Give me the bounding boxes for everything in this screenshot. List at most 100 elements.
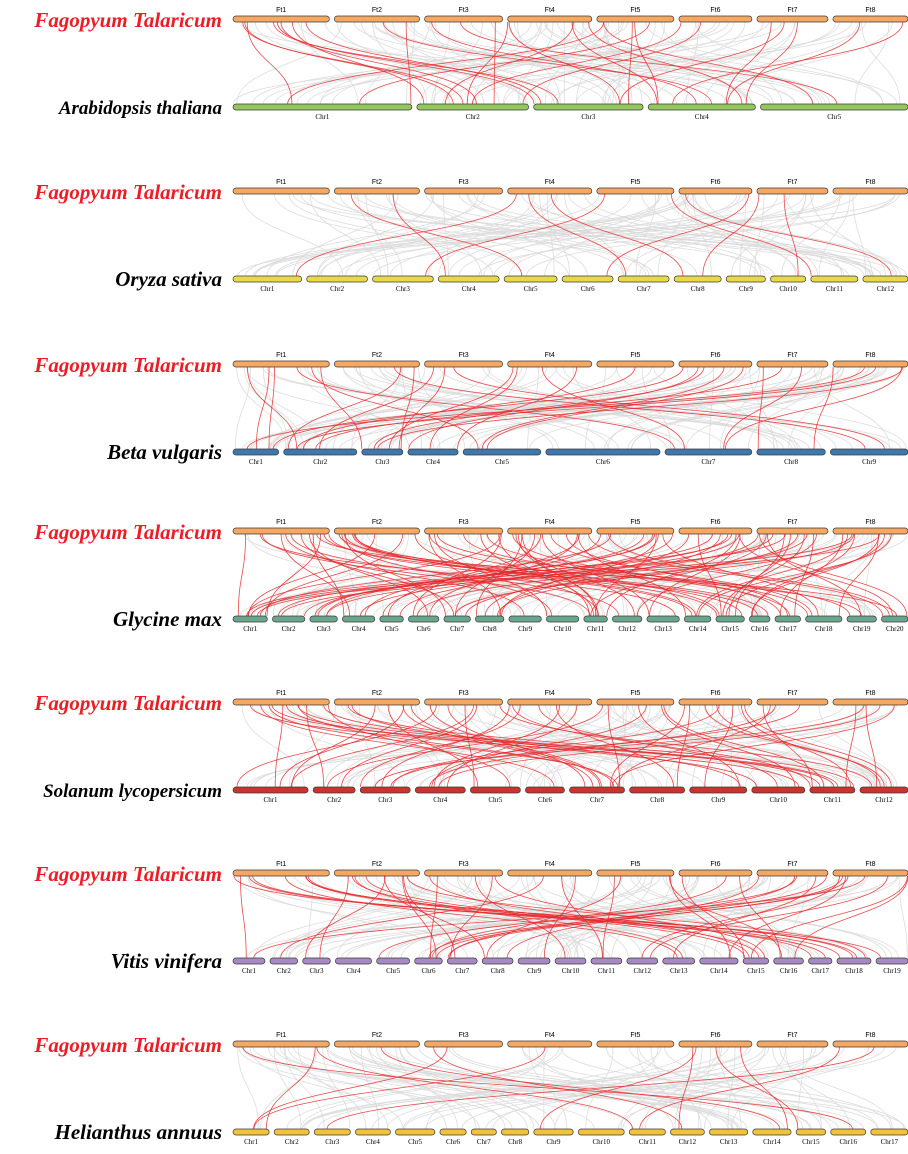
highlighted-synteny-link — [287, 366, 402, 450]
highlighted-synteny-link — [400, 366, 415, 450]
highlighted-synteny-link — [704, 704, 734, 788]
background-synteny-link — [425, 1046, 897, 1130]
highlighted-synteny-link — [303, 366, 636, 450]
background-synteny-link — [274, 193, 494, 277]
comparison-chromosome-bar — [846, 615, 877, 623]
highlighted-synteny-link — [406, 875, 866, 959]
comparison-chromosome-bar — [312, 786, 356, 794]
reference-chromosome-bar — [832, 1040, 908, 1048]
comparison-chromosome-bar — [439, 1128, 467, 1136]
comparison-chromosome-label: Chr3 — [310, 967, 325, 975]
comparison-chromosome-label: Chr1 — [244, 1138, 259, 1146]
background-synteny-link — [434, 21, 450, 105]
background-synteny-link — [861, 21, 901, 105]
background-synteny-link — [336, 875, 472, 959]
highlighted-synteny-link — [498, 533, 721, 617]
comparison-chromosome-bar — [232, 786, 309, 794]
highlighted-synteny-link — [838, 533, 879, 617]
reference-chromosome-label: Ft1 — [276, 352, 286, 359]
reference-species-label: Fagopyum Talaricum — [33, 691, 222, 715]
highlighted-synteny-link — [639, 1046, 840, 1130]
reference-chromosome-label: Ft3 — [459, 861, 469, 868]
reference-chromosome-label: Ft6 — [710, 861, 720, 868]
highlighted-synteny-link — [382, 533, 601, 617]
highlighted-synteny-link — [327, 704, 511, 788]
comparison-chromosome-label: Chr17 — [881, 1138, 899, 1146]
reference-chromosome-bar — [232, 15, 330, 23]
background-synteny-link — [336, 21, 485, 105]
highlighted-synteny-link — [354, 875, 683, 959]
comparison-chromosome-bar — [646, 615, 680, 623]
highlighted-synteny-link — [697, 533, 722, 617]
background-synteny-link — [303, 366, 491, 450]
comparison-chromosome-bar — [664, 448, 753, 456]
comparison-chromosome-label: Chr13 — [720, 1138, 738, 1146]
comparison-chromosome-label: Chr11 — [587, 625, 605, 633]
comparison-chromosome-label: Chr9 — [547, 1138, 562, 1146]
background-synteny-link — [249, 1046, 404, 1130]
reference-chromosome-label: Ft4 — [545, 690, 555, 697]
highlighted-synteny-link — [722, 533, 805, 617]
background-synteny-link — [610, 704, 883, 788]
comparison-chromosome-bar — [313, 1128, 351, 1136]
highlighted-synteny-link — [252, 875, 841, 959]
highlighted-synteny-link — [484, 533, 690, 617]
reference-chromosome-bar — [507, 698, 593, 706]
background-synteny-link — [692, 193, 898, 277]
background-synteny-link — [338, 193, 746, 277]
reference-chromosome-bar — [424, 527, 504, 535]
comparison-chromosome-label: Chr4 — [346, 967, 361, 975]
highlighted-synteny-link — [555, 704, 674, 788]
comparison-chromosome-label: Chr16 — [839, 1138, 857, 1146]
reference-chromosome-label: Ft4 — [545, 1032, 555, 1039]
background-synteny-link — [284, 366, 732, 450]
background-synteny-link — [382, 21, 558, 105]
background-synteny-link — [266, 193, 485, 277]
reference-chromosome-label: Ft3 — [459, 7, 469, 14]
comparison-chromosome-label: Chr9 — [862, 458, 877, 466]
background-synteny-link — [331, 21, 590, 105]
comparison-chromosome-bar — [715, 615, 745, 623]
highlighted-synteny-link — [242, 21, 464, 105]
highlighted-synteny-link — [588, 533, 883, 617]
comparison-chromosome-bar — [709, 1128, 749, 1136]
comparison-chromosome-label: Chr5 — [524, 285, 539, 293]
reference-chromosome-label: Ft8 — [865, 179, 875, 186]
highlighted-synteny-link — [757, 366, 764, 450]
reference-chromosome-bar — [832, 187, 908, 195]
reference-chromosome-label: Ft7 — [787, 861, 797, 868]
reference-chromosome-bar — [756, 1040, 829, 1048]
background-synteny-link — [473, 193, 907, 277]
reference-chromosome-label: Ft2 — [372, 861, 382, 868]
comparison-chromosome-label: Chr7 — [450, 625, 465, 633]
highlighted-synteny-link — [388, 533, 542, 617]
comparison-chromosome-label: Chr1 — [243, 625, 258, 633]
comparison-chromosome-label: Chr8 — [491, 967, 506, 975]
comparison-chromosome-bar — [810, 275, 859, 283]
background-synteny-link — [461, 1046, 824, 1130]
reference-chromosome-bar — [756, 698, 829, 706]
highlighted-synteny-link — [550, 193, 684, 277]
background-synteny-link — [694, 193, 818, 277]
highlighted-synteny-link — [312, 533, 345, 617]
comparison-chromosome-label: Chr10 — [554, 625, 572, 633]
reference-chromosome-label: Ft2 — [372, 690, 382, 697]
background-synteny-link — [607, 21, 746, 105]
reference-chromosome-bar — [232, 360, 330, 368]
comparison-chromosome-bar — [617, 275, 670, 283]
comparison-chromosome-bar — [859, 786, 908, 794]
comparison-chromosome-label: Chr3 — [375, 458, 390, 466]
comparison-chromosome-label: Chr5 — [408, 1138, 423, 1146]
highlighted-synteny-link — [794, 875, 908, 959]
background-synteny-link — [620, 1046, 719, 1130]
background-synteny-link — [236, 366, 287, 450]
comparison-chromosome-label: Chr12 — [634, 967, 652, 975]
highlighted-synteny-link — [606, 193, 749, 277]
background-synteny-link — [420, 21, 541, 105]
comparison-chromosome-bar — [862, 275, 908, 283]
highlighted-synteny-link — [248, 875, 826, 959]
comparison-chromosome-label: Chr14 — [763, 1138, 781, 1146]
background-synteny-link — [287, 1046, 540, 1130]
highlighted-synteny-link — [486, 533, 808, 617]
comparison-chromosome-bar — [414, 957, 443, 965]
